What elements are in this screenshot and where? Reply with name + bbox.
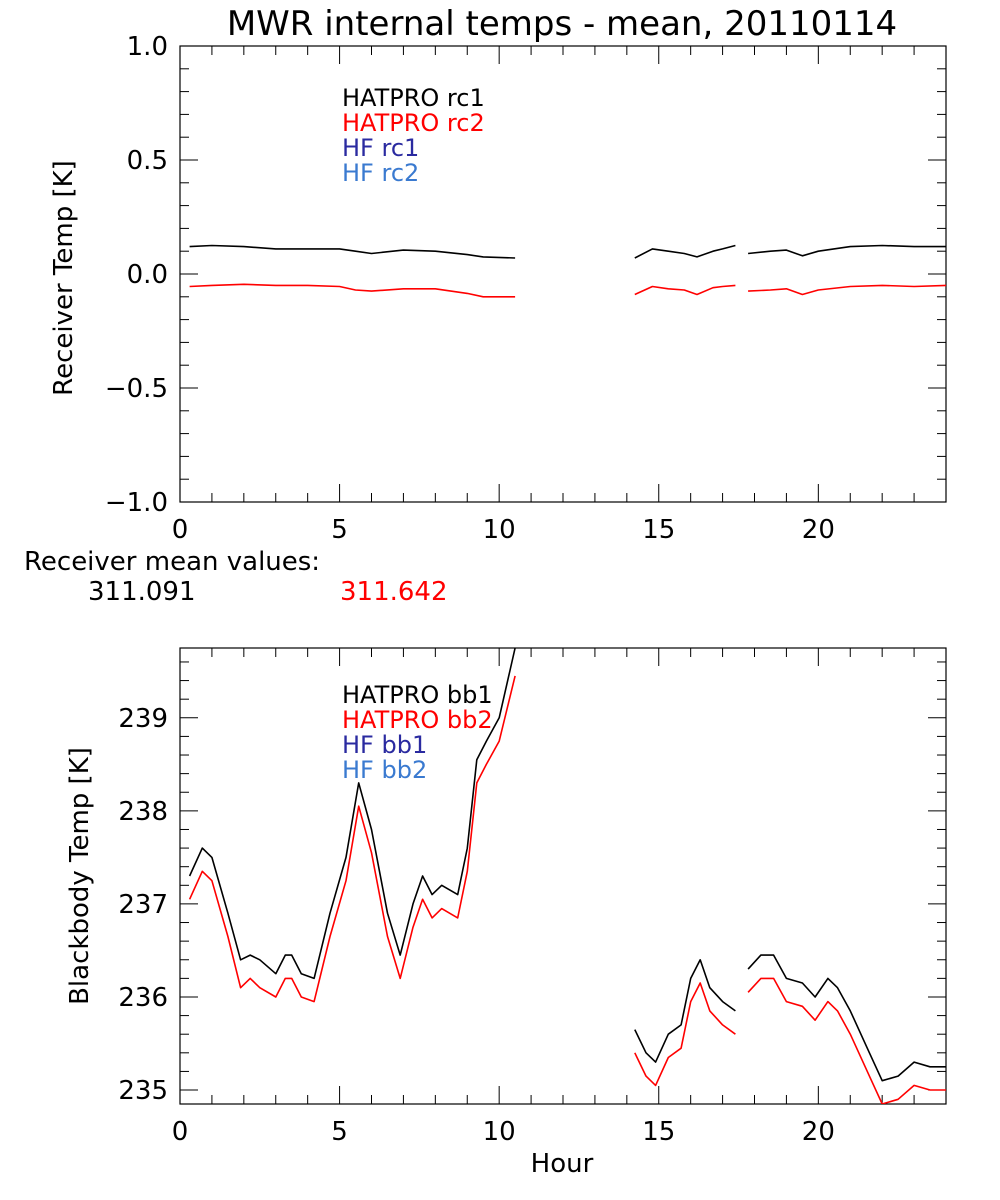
- blackbody-legend-entry: HF bb2: [342, 756, 427, 784]
- blackbody-legend-entry: HATPRO bb1: [342, 681, 493, 709]
- receiver-legend-entry: HATPRO rc1: [342, 84, 485, 112]
- blackbody-y-tick-label: 238: [118, 797, 168, 827]
- x-axis-label: Hour: [531, 1149, 594, 1179]
- blackbody-x-tick-label: 5: [331, 1117, 348, 1147]
- blackbody-series-line: [747, 954, 946, 1082]
- receiver-y-tick-label: 1.0: [127, 32, 168, 62]
- receiver-x-tick-label: 20: [802, 515, 835, 545]
- blackbody-series-line: [747, 977, 946, 1104]
- blackbody-temp-ylabel: Blackbody Temp [K]: [65, 747, 95, 1005]
- receiver-series-line: [189, 283, 516, 298]
- receiver-series-line: [634, 244, 736, 259]
- blackbody-legend-entry: HF bb1: [342, 731, 427, 759]
- receiver-mean-value-2: 311.642: [340, 577, 448, 607]
- receiver-x-tick-label: 5: [331, 515, 348, 545]
- receiver-legend-entry: HF rc2: [342, 159, 419, 187]
- receiver-x-tick-label: 15: [642, 515, 675, 545]
- receiver-y-tick-label: 0.0: [127, 260, 168, 290]
- receiver-series-line: [748, 244, 946, 257]
- receiver-mean-value-1: 311.091: [88, 577, 196, 607]
- receiver-temp-ylabel: Receiver Temp [K]: [49, 160, 79, 396]
- chart-title: MWR internal temps - mean, 20110114: [227, 4, 897, 44]
- blackbody-series-line: [188, 675, 516, 1003]
- receiver-y-tick-label: −0.5: [105, 374, 168, 404]
- blackbody-legend-entry: HATPRO bb2: [342, 706, 493, 734]
- receiver-legend-entry: HATPRO rc2: [342, 109, 485, 137]
- receiver-series-line: [634, 284, 736, 296]
- blackbody-x-tick-label: 0: [172, 1117, 189, 1147]
- receiver-x-tick-label: 0: [172, 515, 189, 545]
- blackbody-series-line: [634, 982, 736, 1087]
- receiver-series-line: [748, 284, 946, 296]
- receiver-x-tick-label: 10: [483, 515, 516, 545]
- receiver-y-tick-label: 0.5: [127, 146, 168, 176]
- blackbody-series-line: [634, 959, 736, 1063]
- blackbody-x-tick-label: 20: [802, 1117, 835, 1147]
- blackbody-y-tick-label: 237: [118, 890, 168, 920]
- receiver-legend-entry: HF rc1: [342, 134, 419, 162]
- receiver-temp-panel: Receiver Temp [K] 0 5 10 15 20 −1.0 −0.5 0.0 0.5…: [49, 32, 947, 545]
- receiver-y-tick-label: −1.0: [105, 488, 168, 518]
- receiver-mean-label: Receiver mean values:: [24, 547, 320, 577]
- blackbody-x-tick-label: 10: [483, 1117, 516, 1147]
- blackbody-y-tick-label: 235: [118, 1076, 168, 1106]
- blackbody-temp-panel: Blackbody Temp [K] 0 5 10 15 20 235 236 237 238 2…: [65, 647, 947, 1147]
- blackbody-y-tick-label: 236: [118, 983, 168, 1013]
- blackbody-x-tick-label: 15: [642, 1117, 675, 1147]
- receiver-series-line: [189, 244, 516, 259]
- blackbody-y-tick-label: 239: [118, 704, 168, 734]
- blackbody-series-line: [188, 648, 516, 980]
